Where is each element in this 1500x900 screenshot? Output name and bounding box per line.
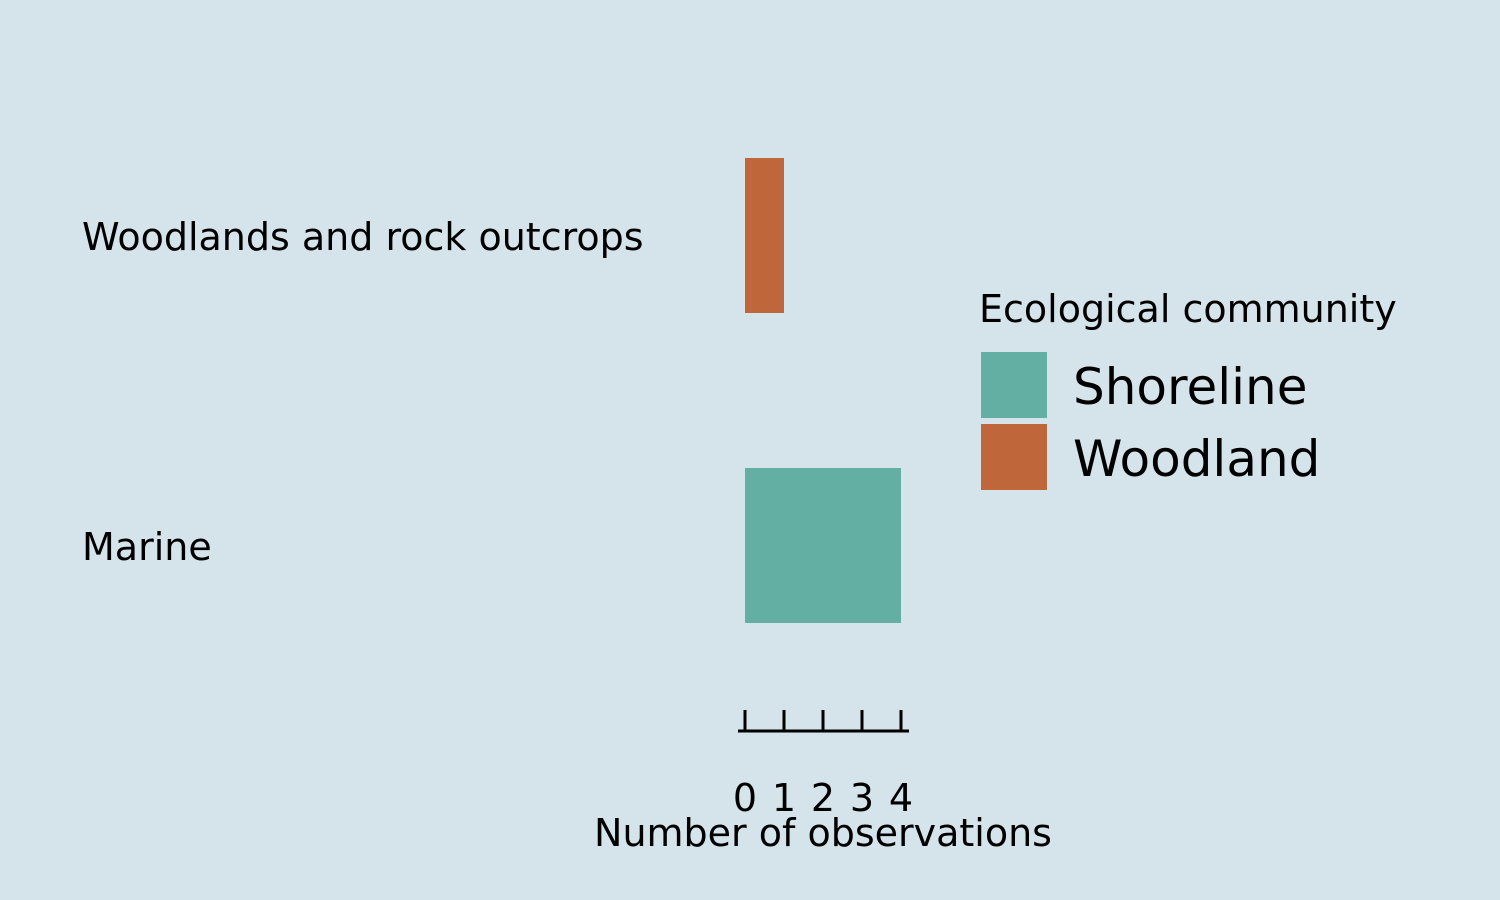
bar-woodland-0 [745,158,784,313]
x-tick-label-0: 0 [733,776,757,820]
legend: Ecological community Shoreline Woodland [979,287,1397,490]
legend-swatch-shoreline [981,352,1047,418]
legend-label-woodland: Woodland [1073,430,1320,488]
bars [745,158,901,623]
legend-label-shoreline: Shoreline [1073,358,1307,416]
category-labels: Woodlands and rock outcrops Marine [82,215,644,569]
x-tick-label-3: 3 [850,776,874,820]
bar-shoreline-1 [745,468,901,623]
category-label-woodlands: Woodlands and rock outcrops [82,215,644,259]
category-label-marine: Marine [82,525,212,569]
legend-swatch-woodland [981,424,1047,490]
x-tick-label-1: 1 [772,776,796,820]
x-axis-label: Number of observations [594,811,1052,855]
legend-title: Ecological community [979,287,1397,331]
x-tick-label-4: 4 [889,776,913,820]
x-tick-label-2: 2 [811,776,835,820]
